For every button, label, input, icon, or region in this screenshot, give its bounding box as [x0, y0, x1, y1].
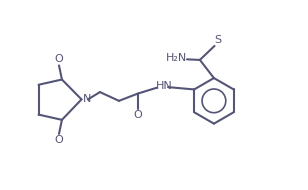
Text: HN: HN: [156, 81, 172, 91]
Text: O: O: [134, 110, 142, 120]
Text: O: O: [54, 135, 63, 145]
Text: O: O: [54, 54, 63, 64]
Text: S: S: [214, 35, 221, 45]
Text: H₂N: H₂N: [166, 53, 187, 63]
Text: N: N: [83, 94, 91, 104]
